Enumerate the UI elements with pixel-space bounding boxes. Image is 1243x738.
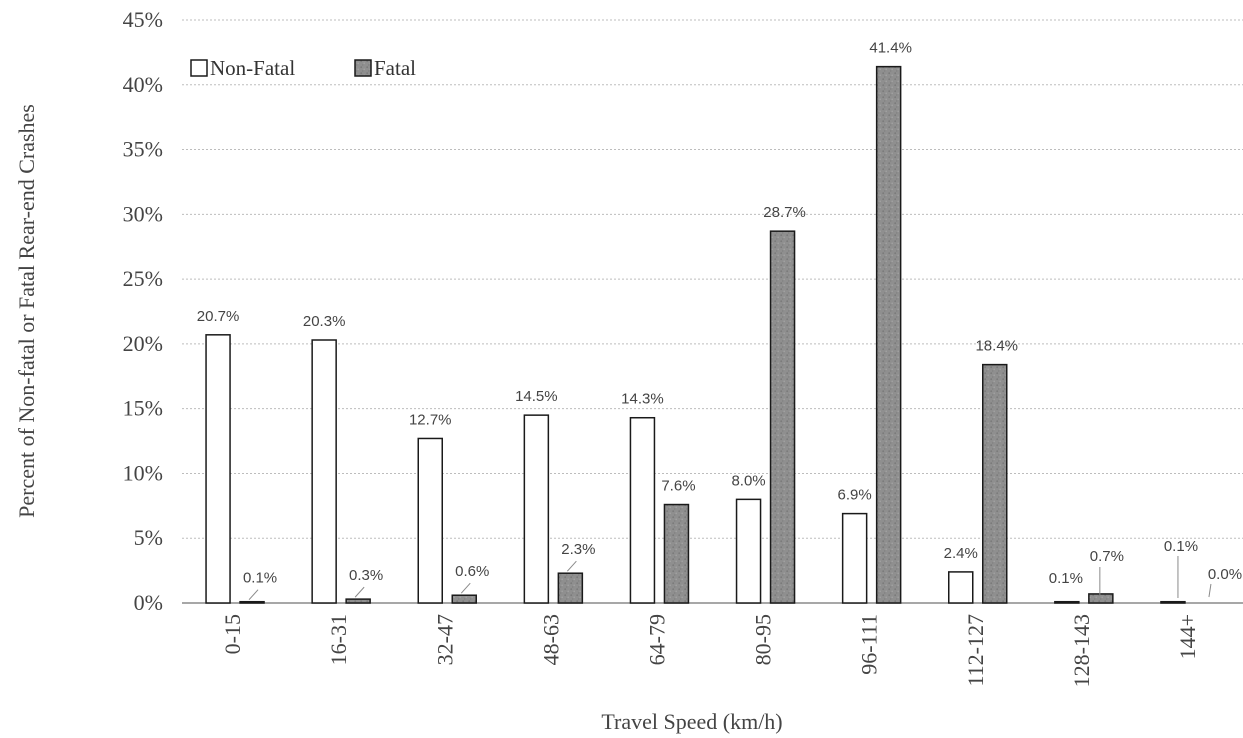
- x-tick-label: 128-143: [1069, 614, 1094, 687]
- y-tick-label: 10%: [123, 460, 163, 485]
- data-label-nonfatal: 12.7%: [409, 411, 452, 428]
- gridlines: [182, 19, 1243, 604]
- y-tick-label: 35%: [123, 137, 163, 162]
- bar-nonfatal: [735, 498, 762, 604]
- x-tick-label: 112-127: [963, 614, 988, 687]
- x-axis-title: Travel Speed (km/h): [601, 709, 782, 734]
- data-label-fatal: 0.7%: [1090, 548, 1124, 565]
- data-label-fatal: 28.7%: [763, 204, 806, 221]
- data-label-fatal: 18.4%: [975, 338, 1018, 355]
- y-tick-label: 0%: [134, 590, 163, 615]
- data-labels: 20.7% 0.1% 20.3% 0.3% 12.7% 0.6% 14.5% 2.3% 14.3…: [197, 40, 1242, 601]
- data-label-nonfatal: 0.1%: [1049, 570, 1083, 587]
- bar-nonfatal: [1160, 600, 1186, 604]
- legend: Non-Fatal Fatal: [190, 56, 416, 80]
- bar-fatal: [769, 230, 796, 604]
- bar-nonfatal: [841, 512, 868, 604]
- x-tick-label: 96-111: [857, 614, 882, 675]
- legend-fatal-swatch: [354, 59, 372, 77]
- data-label-nonfatal: 14.5%: [515, 388, 558, 405]
- data-label-nonfatal: 6.9%: [838, 487, 872, 504]
- bar-fatal: [345, 598, 371, 604]
- axes: 0% 5% 10% 15% 20% 25% 30% 35% 40% 45% 0-15 16-31 32-…: [123, 7, 1200, 687]
- bar-nonfatal: [311, 339, 337, 604]
- bar-nonfatal: [948, 571, 974, 604]
- bar-fatal: [875, 65, 902, 604]
- data-label-nonfatal: 2.4%: [944, 545, 978, 562]
- bar-fatal: [663, 503, 690, 604]
- y-tick-label: 25%: [123, 266, 163, 291]
- bar-fatal: [982, 363, 1008, 604]
- bar-nonfatal: [523, 414, 550, 604]
- y-tick-label: 45%: [123, 7, 163, 32]
- x-tick-label: 16-31: [326, 614, 351, 665]
- data-label-fatal: 0.0%: [1208, 566, 1242, 583]
- y-axis-title: Percent of Non-fatal or Fatal Rear-end C…: [14, 104, 39, 518]
- data-label-fatal: 0.3%: [349, 567, 383, 584]
- y-tick-label: 5%: [134, 525, 163, 550]
- bar-nonfatal: [417, 437, 443, 604]
- bar-fatal: [239, 600, 265, 604]
- y-tick-label: 30%: [123, 201, 163, 226]
- legend-nonfatal-swatch: [190, 59, 208, 77]
- legend-fatal-label: Fatal: [374, 56, 416, 80]
- y-tick-label: 40%: [123, 72, 163, 97]
- data-label-nonfatal: 14.3%: [621, 391, 664, 408]
- bar-fatal: [557, 572, 584, 604]
- leader-line-fatal: [460, 582, 471, 594]
- data-label-nonfatal: 20.3%: [303, 313, 346, 330]
- x-tick-label: 0-15: [220, 614, 245, 654]
- data-label-fatal: 41.4%: [869, 40, 912, 57]
- bars: [205, 65, 1186, 604]
- leader-line-fatal: [354, 586, 365, 598]
- bar-fatal: [451, 594, 477, 604]
- x-tick-label: 80-95: [751, 614, 776, 665]
- data-label-nonfatal: 20.7%: [197, 308, 240, 325]
- data-label-nonfatal: 8.0%: [731, 472, 765, 489]
- data-label-fatal: 0.6%: [455, 563, 489, 580]
- bar-nonfatal: [629, 416, 656, 604]
- data-label-fatal: 2.3%: [561, 541, 595, 558]
- leader-line-fatal: [566, 560, 577, 572]
- bar-fatal: [1088, 593, 1114, 604]
- x-tick-label: 64-79: [644, 614, 669, 665]
- data-label-nonfatal: 0.1%: [1164, 538, 1198, 555]
- data-label-fatal: 0.1%: [243, 570, 277, 587]
- bar-nonfatal: [1054, 600, 1080, 604]
- data-label-fatal: 7.6%: [661, 478, 695, 495]
- x-tick-label: 48-63: [538, 614, 563, 665]
- bar-nonfatal: [205, 334, 231, 604]
- x-tick-label: 144+: [1175, 614, 1200, 659]
- x-tick-label: 32-47: [432, 614, 457, 665]
- leader-line-fatal: [1208, 583, 1212, 598]
- leader-line-fatal: [248, 589, 259, 601]
- legend-nonfatal-label: Non-Fatal: [210, 56, 295, 80]
- y-tick-label: 20%: [123, 331, 163, 356]
- y-tick-label: 15%: [123, 396, 163, 421]
